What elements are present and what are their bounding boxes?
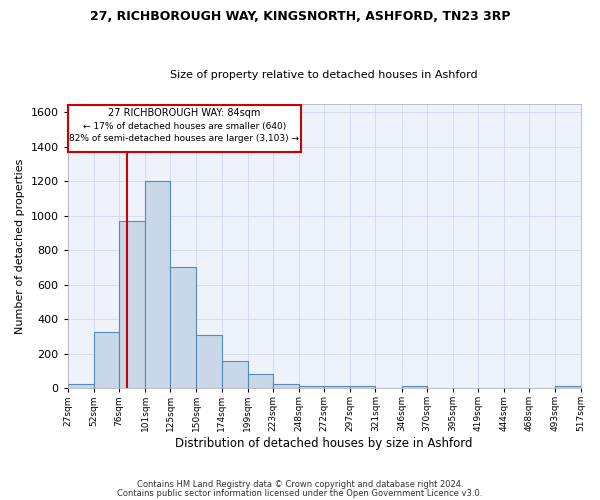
Bar [94, 332, 119, 388]
Text: Contains HM Land Registry data © Crown copyright and database right 2024.: Contains HM Land Registry data © Crown c… [137, 480, 463, 489]
Bar [248, 374, 273, 388]
Bar [68, 384, 94, 388]
Text: 27 RICHBOROUGH WAY: 84sqm: 27 RICHBOROUGH WAY: 84sqm [108, 108, 260, 118]
Bar [350, 386, 376, 388]
Y-axis label: Number of detached properties: Number of detached properties [15, 158, 25, 334]
Bar [196, 334, 221, 388]
Text: ← 17% of detached houses are smaller (640): ← 17% of detached houses are smaller (64… [83, 122, 286, 130]
Text: 82% of semi-detached houses are larger (3,103) →: 82% of semi-detached houses are larger (… [70, 134, 299, 143]
X-axis label: Distribution of detached houses by size in Ashford: Distribution of detached houses by size … [175, 437, 473, 450]
Bar [145, 181, 170, 388]
Bar [273, 384, 299, 388]
Bar [324, 386, 350, 388]
Bar [401, 386, 427, 388]
Title: Size of property relative to detached houses in Ashford: Size of property relative to detached ho… [170, 70, 478, 81]
Bar [119, 221, 145, 388]
Bar [170, 268, 196, 388]
FancyBboxPatch shape [68, 105, 301, 152]
Text: 27, RICHBOROUGH WAY, KINGSNORTH, ASHFORD, TN23 3RP: 27, RICHBOROUGH WAY, KINGSNORTH, ASHFORD… [90, 10, 510, 23]
Bar [556, 386, 581, 388]
Bar [299, 386, 324, 388]
Bar [221, 362, 248, 388]
Text: Contains public sector information licensed under the Open Government Licence v3: Contains public sector information licen… [118, 489, 482, 498]
